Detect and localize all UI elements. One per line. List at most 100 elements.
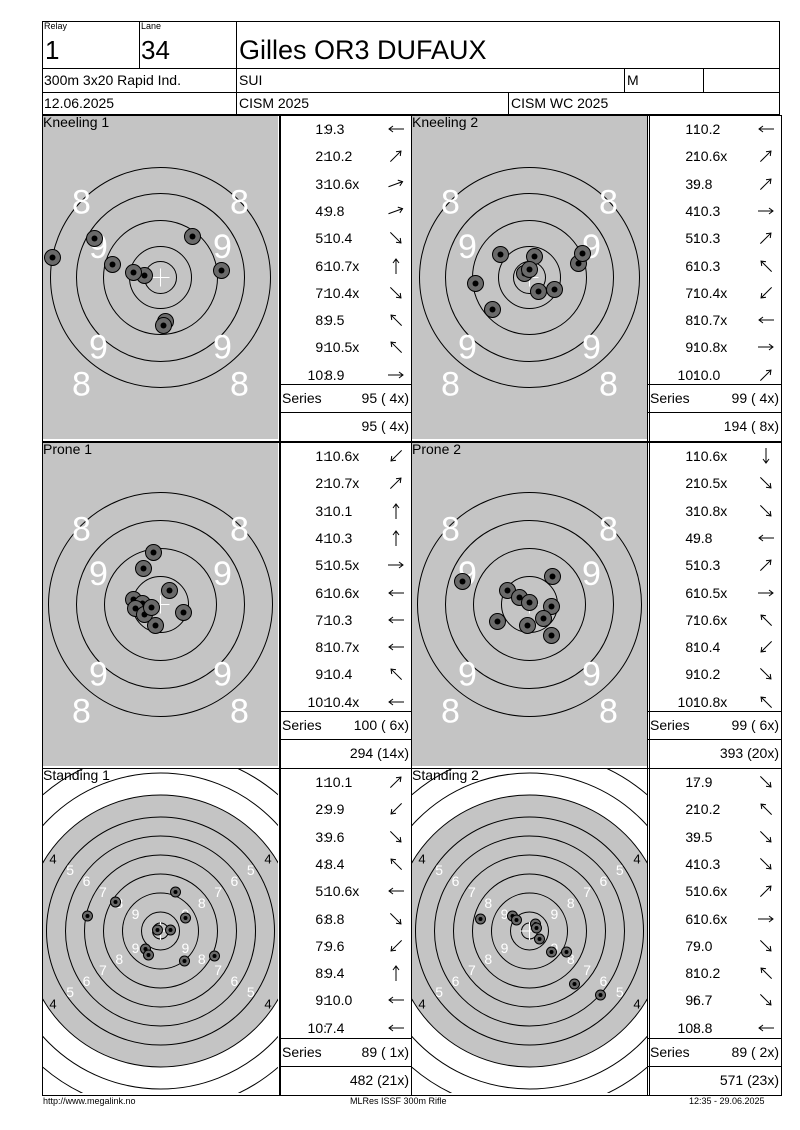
shot-row: 3: 9.8 (648, 171, 781, 198)
shot-score: 10.3 (693, 257, 721, 274)
direction-arrow-icon (388, 561, 404, 569)
shot-number: 6: (685, 257, 697, 274)
shot-score: 10.4x (693, 284, 728, 301)
ring-number: 9 (182, 940, 190, 956)
direction-arrow-icon (392, 257, 400, 274)
shot-hit (135, 560, 152, 577)
series-title: Prone 1 (43, 442, 93, 457)
athlete-name: Gilles OR3 DUFAUX (239, 35, 487, 65)
shot-hit (546, 281, 563, 298)
shot-score: 9.5 (693, 828, 713, 845)
shot-row: 7: 10.4x (280, 280, 411, 307)
shot-direction (385, 229, 407, 247)
shot-hit (484, 301, 501, 318)
shot-row: 6: 10.3 (648, 253, 781, 280)
ring-number: 8 (441, 184, 460, 222)
shot-direction (755, 1019, 777, 1037)
ring-number: 9 (213, 656, 232, 694)
shot-hit (454, 573, 471, 590)
shot-number: 1: (315, 448, 327, 464)
running-total-row: 194 ( 8x) (648, 412, 781, 440)
gender: M (627, 72, 639, 88)
shot-score: 10.5x (325, 557, 360, 574)
series-total-row: Series 100 ( 6x) (280, 711, 411, 740)
direction-arrow-icon (759, 178, 772, 190)
shot-direction (755, 311, 777, 329)
direction-arrow-icon (760, 696, 773, 708)
shot-direction (385, 800, 407, 818)
shot-row: 9: 10.5x (280, 334, 411, 361)
shot-hit (543, 598, 560, 615)
center-crosshair (151, 268, 170, 287)
shot-score: 10.6x (693, 910, 728, 927)
direction-arrow-icon (762, 448, 770, 464)
shot-row: 1: 10.6x (280, 443, 411, 470)
shot-direction (755, 447, 777, 465)
shot-score: 10.3 (325, 611, 353, 628)
ring-number: 9 (582, 555, 601, 593)
shot-row: 8: 10.4 (648, 634, 781, 661)
shot-score: 10.7x (325, 257, 360, 274)
target-ring (472, 873, 587, 989)
ring-number: 8 (230, 511, 249, 549)
series-total: 99 ( 6x) (731, 717, 779, 733)
shot-number: 6: (315, 910, 327, 927)
shot-hit (143, 949, 154, 961)
series-title: Prone 2 (412, 442, 462, 457)
shot-number: 10: (307, 1019, 327, 1036)
shot-row: 9: 10.2 (648, 661, 781, 688)
shot-number: 3: (315, 502, 327, 519)
shot-direction (755, 147, 777, 165)
direction-arrow-icon (759, 830, 772, 843)
shot-row: 5: 10.6x (648, 878, 781, 905)
match: CISM WC 2025 (511, 95, 609, 111)
target-ring (141, 911, 180, 951)
shot-hit (44, 249, 61, 266)
shot-number: 6: (315, 584, 327, 601)
shot-score: 10.4 (693, 639, 721, 656)
shot-row: 4: 8.4 (280, 851, 411, 878)
ring-number: 8 (72, 511, 91, 549)
shot-direction (755, 474, 777, 492)
ring-number: 6 (83, 973, 91, 989)
running-total: 194 ( 8x) (723, 418, 779, 434)
ring-number: 9 (89, 329, 108, 367)
shot-row: 8: 9.5 (280, 307, 411, 334)
ring-number: 8 (599, 184, 618, 222)
shot-direction (755, 502, 777, 520)
shot-hit (209, 950, 220, 962)
shot-score: 10.2 (325, 148, 353, 165)
shot-score: 10.4x (325, 284, 360, 301)
target-ring (76, 193, 245, 362)
shot-row: 1: 10.1 (280, 769, 411, 796)
running-total-row: 571 (23x) (648, 1066, 781, 1094)
shot-list: 1: 10.2 2: 10.6x 3: 9.8 4: 10.3 5: 10.3 6: 10.3 7: 10… (647, 115, 782, 442)
shot-direction (755, 284, 777, 302)
direction-arrow-icon (758, 534, 774, 542)
shot-row: 7: 9.0 (648, 933, 781, 960)
shot-hit (213, 262, 230, 279)
direction-arrow-icon (392, 965, 400, 982)
shot-score: 10.6x (325, 175, 360, 192)
direction-arrow-icon (760, 259, 773, 272)
direction-arrow-icon (390, 939, 403, 952)
header-divider (42, 92, 780, 93)
direction-arrow-icon (389, 286, 402, 299)
relay-value: 1 (45, 35, 60, 65)
shot-score: 9.6 (325, 937, 345, 954)
ring-number: 5 (66, 862, 74, 878)
shot-direction (385, 447, 407, 465)
shot-direction (385, 693, 407, 711)
ring-number: 6 (452, 973, 460, 989)
shot-score: 9.4 (325, 965, 345, 982)
running-total: 95 ( 4x) (361, 418, 409, 434)
shot-row: 1: 9.3 (280, 116, 411, 143)
shot-number: 3: (685, 828, 697, 845)
shot-score: 10.2 (693, 801, 721, 818)
target-ring (510, 911, 549, 951)
direction-arrow-icon (758, 589, 774, 596)
shot-score: 10.6x (325, 584, 360, 601)
shot-number: 9: (315, 339, 327, 356)
shot-number: 8: (685, 965, 697, 982)
target-svg: 444455556666777788889999 (412, 769, 647, 1093)
